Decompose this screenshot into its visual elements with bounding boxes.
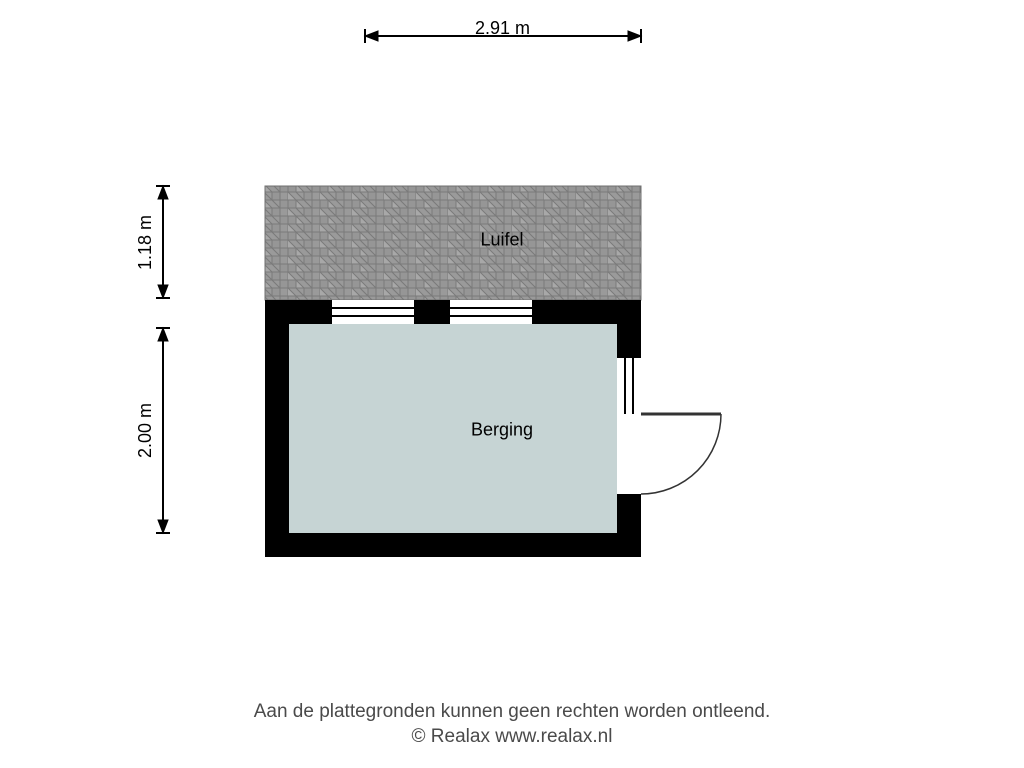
footer-disclaimer: Aan de plattegronden kunnen geen rechten… [0, 699, 1024, 750]
footer-line2: © Realax www.realax.nl [0, 724, 1024, 750]
footer-line1: Aan de plattegronden kunnen geen rechten… [0, 699, 1024, 725]
berging-label: Berging [471, 420, 533, 441]
dimension-left-lower-label: 2.00 m [135, 403, 156, 458]
dimension-left-upper [156, 186, 170, 298]
floorplan-svg [0, 0, 1024, 768]
luifel-area [265, 186, 641, 300]
dimension-left-upper-label: 1.18 m [135, 215, 156, 270]
window-side [617, 358, 641, 414]
dimension-left-lower [156, 328, 170, 533]
dimension-top-label: 2.91 m [475, 18, 530, 39]
luifel-label: Luifel [480, 230, 523, 251]
room-berging [289, 324, 617, 533]
floorplan-canvas: 2.91 m 1.18 m 2.00 m Luifel Berging Aan … [0, 0, 1024, 768]
door-opening [617, 414, 641, 494]
door-swing [641, 414, 721, 494]
